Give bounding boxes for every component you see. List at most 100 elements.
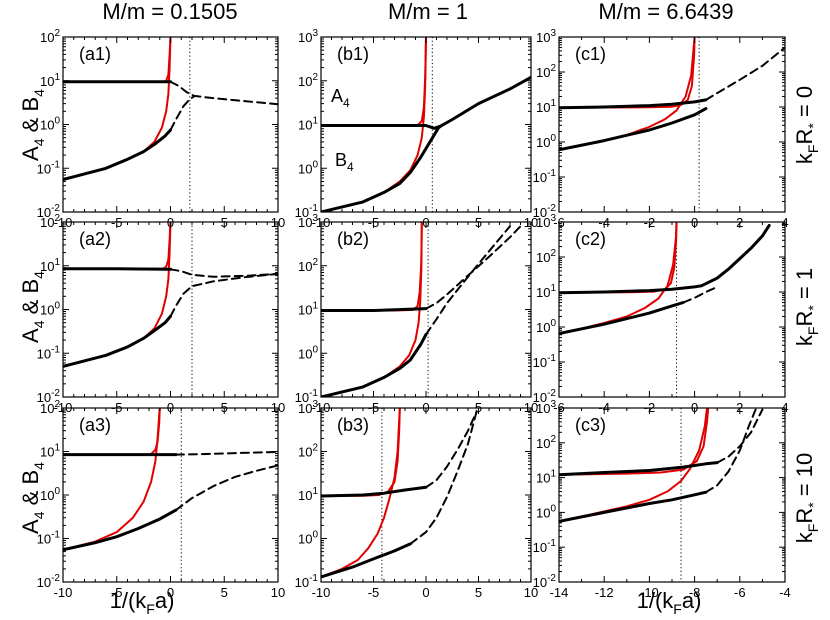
series-a2-3	[169, 268, 278, 278]
ytick-label-b3-0: 10-1	[295, 573, 319, 590]
series-b3-4	[321, 542, 412, 579]
ytick-label-c2-3: 101	[536, 283, 556, 300]
ytick-label-c2-2: 100	[536, 318, 556, 335]
series-c3-4	[559, 490, 708, 523]
xlabel-col-3: 1/(kFa)	[637, 588, 702, 617]
ytick-label-a1-0: 10-2	[37, 203, 61, 220]
series-b2-4	[321, 332, 428, 397]
ytick-label-a3-1: 10-1	[37, 530, 61, 547]
panel-label-a3: (a3)	[79, 415, 111, 435]
ytick-label-c2-5: 103	[536, 213, 556, 230]
xtick-label-a3-4: 10	[271, 585, 285, 600]
xtick-label-c3-2: -10	[640, 585, 659, 600]
series-c2-4	[682, 285, 719, 304]
ytick-label-c2-0: 10-2	[533, 388, 557, 405]
panel-label-c2: (c2)	[575, 229, 606, 249]
panel-label-c3: (c3)	[575, 415, 606, 435]
series-a3-3	[174, 450, 278, 456]
series-b3-2	[321, 485, 428, 498]
curve-label-a4: A4	[331, 86, 350, 110]
xtick-label-a3-1: -5	[111, 585, 123, 600]
ytick-label-a2-1: 10-1	[37, 344, 61, 361]
xtick-label-a3-3: 5	[221, 585, 228, 600]
xtick-label-b3-1: -5	[368, 585, 380, 600]
ytick-label-c1-0: 10-2	[533, 203, 557, 220]
series-c3-3	[716, 408, 764, 464]
series-a3-4	[63, 508, 178, 552]
ytick-label-b2-0: 10-1	[295, 388, 319, 405]
ytick-label-b3-2: 101	[298, 486, 318, 503]
panel-label-b2: (b2)	[337, 229, 369, 249]
ylabel-b: B	[18, 470, 43, 485]
series-b2-3	[425, 225, 522, 310]
ylabel-row-2: A4 & B4	[18, 271, 47, 343]
ytick-label-c1-2: 100	[536, 133, 556, 150]
ylabel-amp: &	[18, 485, 43, 512]
series-a3-1	[63, 408, 161, 551]
ytick-label-b2-3: 102	[298, 257, 318, 274]
ylabel-a: A	[18, 519, 43, 534]
series-c2-2	[559, 284, 703, 295]
ytick-label-c1-5: 103	[536, 28, 556, 45]
panel-label-c1: (c1)	[575, 44, 606, 64]
panel-label-b3: (b3)	[337, 415, 369, 435]
ytick-label-a1-3: 101	[40, 72, 60, 89]
row-label-2: kFR* = 1	[792, 268, 821, 346]
ylabel-b-sub: 4	[31, 271, 47, 279]
column-title-3: M/m = 6.6439	[598, 0, 733, 24]
ytick-label-c1-4: 102	[536, 63, 556, 80]
ytick-label-a3-0: 10-2	[37, 573, 61, 590]
series-a1-4	[63, 128, 172, 182]
ytick-label-a2-2: 100	[40, 301, 60, 318]
xtick-label-c3-5: -4	[779, 585, 791, 600]
series-b3-5	[409, 411, 478, 545]
ytick-label-c1-3: 101	[536, 98, 556, 115]
series-a2-5	[169, 272, 278, 318]
svg-text:A4 & B4: A4 & B4	[18, 462, 47, 534]
series-c1-2	[559, 98, 708, 110]
panel-c3: -14 -12 -10 -8 -6 -4 10-2 10-1 100 101 102 103 (c3)	[533, 399, 791, 600]
ytick-label-b1-2: 101	[298, 116, 318, 133]
ytick-label-c2-4: 102	[536, 248, 556, 265]
xlabel-col-1: 1/(kFa)	[110, 588, 175, 617]
panel-label-b1: (b1)	[337, 44, 369, 64]
ytick-label-c3-3: 101	[536, 469, 556, 486]
ytick-label-a2-3: 101	[40, 257, 60, 274]
ylabel-row-3: A4 & B4	[18, 462, 47, 534]
series-b3-1	[321, 408, 401, 578]
row-label-1: kFR* = 0	[792, 86, 821, 164]
series-b3-3	[425, 411, 478, 489]
curve-label-b4: B4	[335, 150, 354, 174]
ytick-label-c3-5: 103	[536, 399, 556, 416]
ytick-label-a2-0: 10-2	[37, 388, 61, 405]
xtick-label-b3-3: 5	[475, 585, 482, 600]
ytick-label-a1-4: 102	[40, 28, 60, 45]
ylabel-b-sub: 4	[31, 89, 47, 97]
series-c1-3	[559, 107, 708, 152]
panel-label-a2: (a2)	[79, 229, 111, 249]
ytick-label-b1-0: 10-1	[295, 203, 319, 220]
xtick-label-c3-3: -8	[689, 585, 701, 600]
ylabel-b: B	[18, 279, 43, 294]
series-b1-3	[321, 124, 443, 212]
series-b2-5	[425, 225, 511, 336]
ylabel-a-sub: 4	[31, 320, 47, 328]
ytick-label-b1-4: 103	[298, 28, 318, 45]
xtick-label-b3-0: -10	[312, 585, 331, 600]
svg-text:kFR* = 10: kFR* = 10	[792, 453, 821, 543]
ylabel-a: A	[18, 328, 43, 343]
ytick-label-a1-2: 100	[40, 116, 60, 133]
series-a2-4	[63, 314, 172, 368]
ytick-label-c3-4: 102	[536, 434, 556, 451]
ytick-label-b2-2: 101	[298, 301, 318, 318]
series-c2-5	[699, 223, 771, 288]
ytick-label-c1-1: 10-1	[533, 168, 557, 185]
ytick-label-a3-3: 101	[40, 443, 60, 460]
xtick-label-b3-2: 0	[422, 585, 429, 600]
column-title-2: M/m = 1	[388, 0, 468, 24]
